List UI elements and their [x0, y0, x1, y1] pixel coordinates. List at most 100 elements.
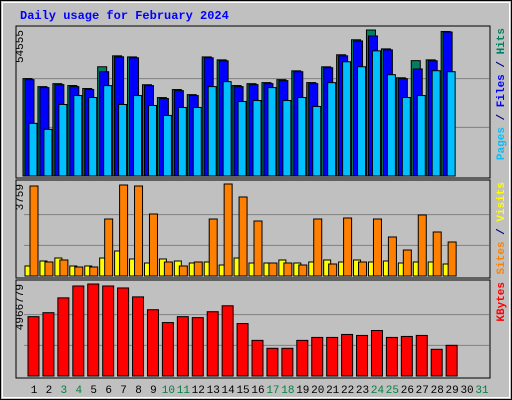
- x-tick-label: 9: [150, 385, 157, 397]
- x-tick-label: 15: [236, 385, 249, 397]
- x-tick-label: 19: [296, 385, 309, 397]
- legend-entry: Visits: [496, 182, 508, 222]
- bar: [57, 297, 70, 377]
- x-tick-label: 3: [61, 385, 68, 397]
- bar: [206, 311, 219, 377]
- bar: [358, 261, 368, 277]
- bar: [117, 287, 130, 377]
- x-tick-label: 17: [266, 385, 279, 397]
- bar: [102, 285, 115, 377]
- bar: [88, 97, 98, 177]
- x-tick-label: 8: [135, 385, 142, 397]
- bar: [401, 97, 411, 177]
- bar: [447, 241, 457, 277]
- x-tick-label: 14: [222, 385, 236, 397]
- legend-entry: Pages: [496, 127, 508, 160]
- bar: [387, 236, 397, 277]
- bar: [132, 296, 145, 377]
- x-tick-label: 31: [475, 385, 489, 397]
- x-tick-label: 6: [105, 385, 112, 397]
- x-tick-label: 4: [75, 385, 82, 397]
- bar: [253, 220, 263, 277]
- bar: [134, 185, 144, 277]
- bar: [326, 336, 339, 377]
- bar: [87, 283, 100, 377]
- bar: [58, 103, 68, 177]
- bar: [193, 261, 203, 277]
- bar: [133, 95, 143, 177]
- x-tick-label: 22: [341, 385, 354, 397]
- x-tick-label: 11: [177, 385, 191, 397]
- bar: [118, 103, 128, 177]
- bar: [328, 263, 338, 277]
- bar: [177, 106, 187, 177]
- x-tick-label: 18: [281, 385, 294, 397]
- bar: [343, 217, 353, 277]
- x-tick-label: 7: [120, 385, 127, 397]
- bar: [162, 114, 172, 177]
- bar: [104, 218, 114, 277]
- bar: [371, 50, 381, 177]
- bar: [103, 85, 113, 177]
- bar: [44, 261, 54, 277]
- bar: [342, 61, 352, 177]
- bar: [89, 266, 99, 277]
- bar: [282, 100, 292, 177]
- x-tick-label: 10: [162, 385, 175, 397]
- bar: [266, 347, 279, 377]
- bar: [446, 71, 456, 177]
- bar: [297, 97, 307, 177]
- legend-entry: Hits: [496, 28, 508, 54]
- bar: [283, 262, 293, 277]
- bar: [432, 231, 442, 277]
- bar: [42, 312, 55, 377]
- bar: [386, 74, 396, 177]
- y-tick-label: 3759: [15, 184, 27, 210]
- bar: [417, 214, 427, 277]
- bar: [148, 213, 158, 277]
- bar: [147, 104, 157, 177]
- bar: [400, 335, 413, 377]
- bar: [238, 196, 248, 277]
- legend: Pages / Files / Hits: [496, 28, 508, 160]
- x-tick-label: 25: [386, 385, 399, 397]
- bar: [146, 309, 159, 377]
- x-tick-label: 16: [251, 385, 264, 397]
- bar: [313, 218, 323, 277]
- x-tick-label: 5: [90, 385, 97, 397]
- x-tick-label: 1: [31, 385, 38, 397]
- bar: [267, 87, 277, 177]
- x-tick-label: 29: [446, 385, 459, 397]
- x-tick-label: 26: [401, 385, 414, 397]
- bar: [207, 86, 217, 177]
- bar: [356, 334, 369, 377]
- bar: [29, 185, 39, 277]
- legend-separator: /: [496, 54, 508, 74]
- chart-title: Daily usage for February 2024: [20, 9, 229, 23]
- bar: [192, 106, 202, 177]
- x-tick-label: 28: [431, 385, 444, 397]
- bar: [268, 262, 278, 277]
- bar: [191, 317, 204, 377]
- bar: [370, 329, 383, 377]
- legend-entry: KBytes: [496, 282, 508, 322]
- legend: Sites / Visits: [496, 182, 508, 274]
- bar: [281, 347, 294, 377]
- bar: [416, 95, 426, 177]
- x-tick-label: 30: [460, 385, 473, 397]
- bar: [357, 66, 367, 177]
- bar: [28, 122, 38, 177]
- bar: [372, 218, 382, 277]
- y-tick-label: 54555: [15, 30, 27, 63]
- bar: [176, 316, 189, 377]
- bar: [72, 285, 85, 377]
- bar: [312, 105, 322, 177]
- x-tick-label: 23: [356, 385, 369, 397]
- x-tick-label: 24: [371, 385, 385, 397]
- legend-entry: Sites: [496, 241, 508, 274]
- bar: [402, 249, 412, 277]
- bar: [208, 218, 218, 277]
- x-tick-label: 12: [192, 385, 205, 397]
